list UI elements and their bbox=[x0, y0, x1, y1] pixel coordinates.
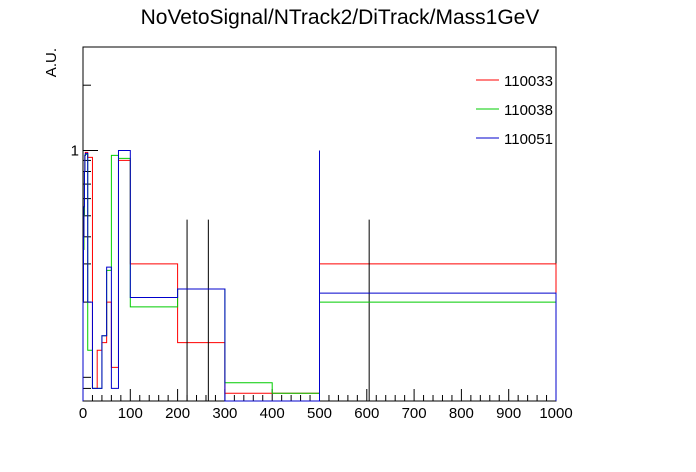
legend-label: 110033 bbox=[504, 73, 553, 90]
x-tick-label: 900 bbox=[496, 405, 521, 422]
chart-title: NoVetoSignal/NTrack2/DiTrack/Mass1GeV bbox=[141, 6, 540, 29]
series-layer bbox=[82, 149, 557, 402]
series-110051-line bbox=[82, 149, 557, 402]
x-tick-label: 300 bbox=[212, 405, 237, 422]
x-axis: 0 100 200 300 400 500 600 700 800 900 1000 bbox=[79, 389, 573, 422]
x-tick-label: 700 bbox=[402, 405, 427, 422]
legend-label: 110038 bbox=[504, 102, 553, 119]
x-tick-label: 200 bbox=[165, 405, 190, 422]
x-tick-label: 800 bbox=[449, 405, 474, 422]
x-tick-label: 600 bbox=[354, 405, 379, 422]
legend: 110033 110038 110051 bbox=[476, 73, 553, 148]
y-tick-label: 1 bbox=[71, 142, 79, 159]
x-tick-label: 400 bbox=[260, 405, 285, 422]
x-tick-label: 100 bbox=[118, 405, 143, 422]
y-axis-label: A.U. bbox=[43, 48, 60, 77]
legend-label: 110051 bbox=[504, 131, 553, 148]
x-tick-label: 0 bbox=[79, 405, 87, 422]
x-tick-label: 1000 bbox=[539, 405, 572, 422]
x-tick-label: 500 bbox=[307, 405, 332, 422]
